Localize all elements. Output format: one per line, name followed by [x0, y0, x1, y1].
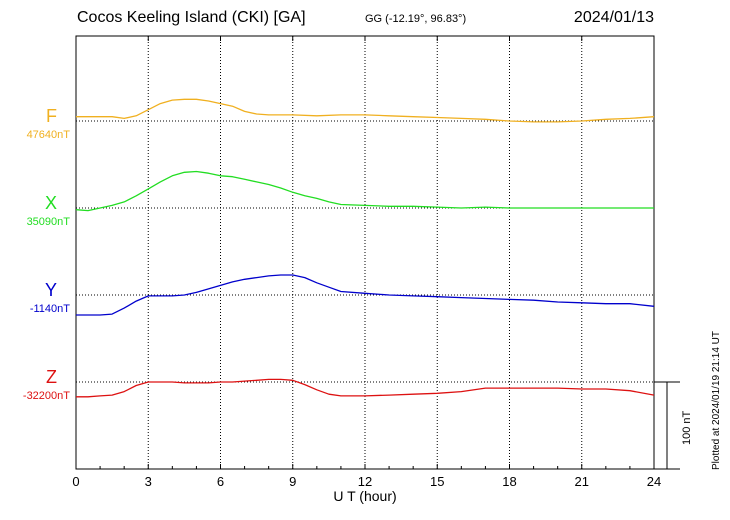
- series-lines: [75, 98, 655, 398]
- baseline-value-y: -1140nT: [29, 303, 70, 315]
- series-line-x: [75, 170, 654, 212]
- x-axis-label: U T (hour): [333, 488, 396, 504]
- tick-label-3: 3: [145, 474, 152, 489]
- baseline-value-z: -32200nT: [22, 390, 70, 402]
- baseline-value-x: 35090nT: [26, 216, 70, 228]
- series-line-f: [76, 98, 655, 123]
- series-line-y: [76, 274, 655, 316]
- station-coordinates: GG (-12.19°, 96.83°): [365, 13, 467, 25]
- plotted-timestamp: Plotted at 2024/01/19 21:14 UT: [711, 331, 722, 470]
- tick-label-15: 15: [430, 474, 444, 489]
- component-label-y: Y: [44, 280, 57, 300]
- series-line-z: [76, 378, 655, 398]
- component-label-z: Z: [46, 367, 57, 387]
- tick-label-0: 0: [72, 474, 79, 489]
- chart-title: Cocos Keeling Island (CKI) [GA]: [77, 9, 306, 26]
- tick-label-18: 18: [502, 474, 516, 489]
- tick-label-21: 21: [575, 474, 589, 489]
- scale-bar: [654, 381, 680, 470]
- tick-label-6: 6: [217, 474, 224, 489]
- component-label-f: F: [46, 106, 57, 126]
- baseline-value-f: 47640nT: [26, 129, 70, 141]
- scale-bar-label: 100 nT: [681, 410, 693, 445]
- chart-date: 2024/01/13: [573, 9, 654, 26]
- component-label-x: X: [44, 193, 57, 213]
- tick-label-9: 9: [289, 474, 296, 489]
- tick-label-12: 12: [358, 474, 372, 489]
- vertical-gridlines: [147, 36, 583, 469]
- tick-label-24: 24: [647, 474, 661, 489]
- x-axis-ticks: 0 3 6 9 12 15 18 21 24: [72, 36, 661, 489]
